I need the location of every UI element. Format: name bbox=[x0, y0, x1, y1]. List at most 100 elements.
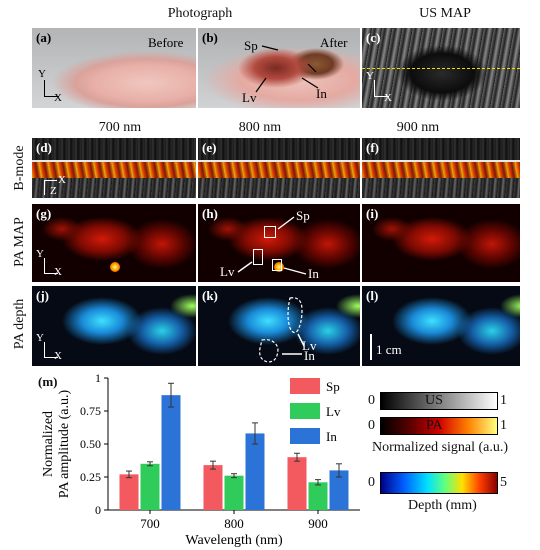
roi-box-sp bbox=[264, 226, 276, 238]
y-tick-label: 0.75 bbox=[80, 404, 101, 418]
bar-in bbox=[329, 470, 349, 510]
bar-lv bbox=[140, 463, 160, 510]
legend-label-in: In bbox=[326, 429, 337, 444]
panel-label-h: (h) bbox=[202, 206, 218, 221]
row-label-pa-depth: PA depth bbox=[12, 298, 27, 350]
axis-label-x: X bbox=[54, 92, 62, 104]
depth-colorbar-min: 0 bbox=[368, 475, 375, 490]
scale-bar-label: 1 cm bbox=[376, 342, 402, 357]
roi-box-in bbox=[272, 259, 282, 271]
panel-label-g: (g) bbox=[36, 206, 52, 221]
label-in: In bbox=[308, 266, 319, 281]
y-tick-label: 0 bbox=[95, 503, 101, 517]
panel-k-pa-depth-800: (k) Lv In bbox=[198, 286, 360, 366]
bar-in bbox=[161, 395, 181, 510]
us-colorbar-min: 0 bbox=[368, 393, 375, 408]
axis-corner-icon bbox=[44, 258, 58, 274]
axis-label-z: Z bbox=[50, 185, 57, 197]
legend-label-lv: Lv bbox=[326, 404, 341, 419]
label-before: Before bbox=[148, 35, 184, 50]
y-tick-label: 1 bbox=[95, 371, 101, 385]
scale-bar-line bbox=[370, 334, 372, 360]
bar-lv bbox=[308, 482, 328, 510]
label-lv: Lv bbox=[242, 90, 257, 105]
panel-j-pa-depth-700: (j) Y X bbox=[32, 286, 196, 366]
depth-colorbar-max: 5 bbox=[500, 475, 507, 490]
panel-label-m: (m) bbox=[38, 374, 58, 389]
legend-swatch-lv bbox=[290, 403, 320, 419]
x-axis-label: Wavelength (nm) bbox=[185, 533, 283, 548]
row-label-pa-map: PA MAP bbox=[12, 217, 27, 267]
axis-corner-icon bbox=[44, 80, 59, 97]
y-tick-label: 0.50 bbox=[80, 437, 101, 451]
annotation-arrows bbox=[237, 216, 307, 275]
bar-sp bbox=[287, 457, 307, 510]
pa-colorbar-max: 1 bbox=[500, 418, 507, 433]
axis-label-y: Y bbox=[36, 332, 44, 344]
axis-corner-icon bbox=[44, 342, 58, 358]
axis-label-x: X bbox=[54, 266, 62, 278]
bar-chart: 0 0.25 0.50 0.75 1 700 800 900 Wavelength (nm) No… bbox=[41, 371, 360, 548]
x-tick-label: 700 bbox=[140, 516, 160, 531]
axis-corner-icon bbox=[374, 80, 389, 97]
panel-label-i: (i) bbox=[366, 206, 379, 221]
header-800nm: 800 nm bbox=[238, 120, 282, 135]
axis-label-y: Y bbox=[366, 70, 374, 82]
panel-g-pa-map-700: (g) Y X bbox=[32, 204, 196, 282]
panel-label-f: (f) bbox=[366, 140, 379, 155]
panel-f-bmode-900: (f) bbox=[362, 138, 520, 198]
label-after: After bbox=[320, 35, 348, 50]
row-label-bmode: B-mode bbox=[12, 145, 27, 191]
bar-in bbox=[245, 433, 265, 510]
annotation-arrows bbox=[255, 45, 319, 93]
legend-swatch-sp bbox=[290, 378, 320, 394]
label-lv: Lv bbox=[220, 264, 235, 279]
axis-corner-icon bbox=[44, 180, 57, 195]
panel-label-a: (a) bbox=[36, 30, 52, 45]
bar-sp bbox=[203, 465, 223, 510]
panel-label-j: (j) bbox=[36, 288, 49, 303]
header-us-map: US MAP bbox=[419, 6, 471, 21]
depth-colorbar bbox=[380, 472, 498, 494]
label-sp: Sp bbox=[244, 38, 258, 53]
bar-lv bbox=[224, 475, 244, 510]
x-tick-label: 800 bbox=[224, 516, 244, 531]
panel-c-us-map: (c) Y X bbox=[362, 28, 520, 108]
roi-box-lv bbox=[253, 249, 263, 265]
pa-colorbar-min: 0 bbox=[368, 418, 375, 433]
label-in: In bbox=[304, 348, 315, 363]
normalized-signal-caption: Normalized signal (a.u.) bbox=[372, 440, 509, 455]
header-700nm: 700 nm bbox=[98, 120, 142, 135]
panel-label-e: (e) bbox=[202, 140, 217, 155]
axis-label-x: X bbox=[54, 350, 62, 362]
panel-b-photo-after: (b) After Sp Lv In bbox=[198, 28, 360, 108]
y-tick-label: 0.25 bbox=[80, 470, 101, 484]
label-lv: Lv bbox=[302, 338, 317, 353]
dashed-line bbox=[362, 68, 520, 69]
y-axis-label-line2: PA amplitude (a.u.) bbox=[57, 389, 72, 498]
roi-outlines bbox=[259, 297, 305, 363]
y-axis-label-line1: Normalized bbox=[41, 411, 56, 477]
us-colorbar-max: 1 bbox=[500, 393, 507, 408]
axis-label-x: X bbox=[58, 174, 66, 186]
axis-label-x: X bbox=[384, 92, 392, 104]
us-colorbar bbox=[380, 392, 498, 410]
panel-label-k: (k) bbox=[202, 288, 218, 303]
bar-sp bbox=[119, 474, 139, 510]
panel-l-pa-depth-900: (l) 1 cm bbox=[362, 286, 520, 366]
panel-d-bmode-700: (d) X Z bbox=[32, 138, 196, 198]
x-tick-label: 900 bbox=[308, 516, 328, 531]
panel-i-pa-map-900: (i) bbox=[362, 204, 520, 282]
header-photograph: Photograph bbox=[167, 6, 233, 21]
panel-label-b: (b) bbox=[202, 30, 218, 45]
legend-swatch-in bbox=[290, 428, 320, 444]
header-900nm: 900 nm bbox=[396, 120, 440, 135]
panel-a-photo-before: (a) Before Y X bbox=[32, 28, 196, 108]
panel-label-c: (c) bbox=[366, 30, 381, 45]
panel-label-d: (d) bbox=[36, 140, 52, 155]
panel-label-l: (l) bbox=[366, 288, 379, 303]
panel-e-bmode-800: (e) bbox=[198, 138, 360, 198]
panel-h-pa-map-800: (h) Sp Lv In bbox=[198, 204, 360, 282]
axis-label-y: Y bbox=[38, 68, 46, 80]
pa-colorbar bbox=[380, 417, 498, 435]
